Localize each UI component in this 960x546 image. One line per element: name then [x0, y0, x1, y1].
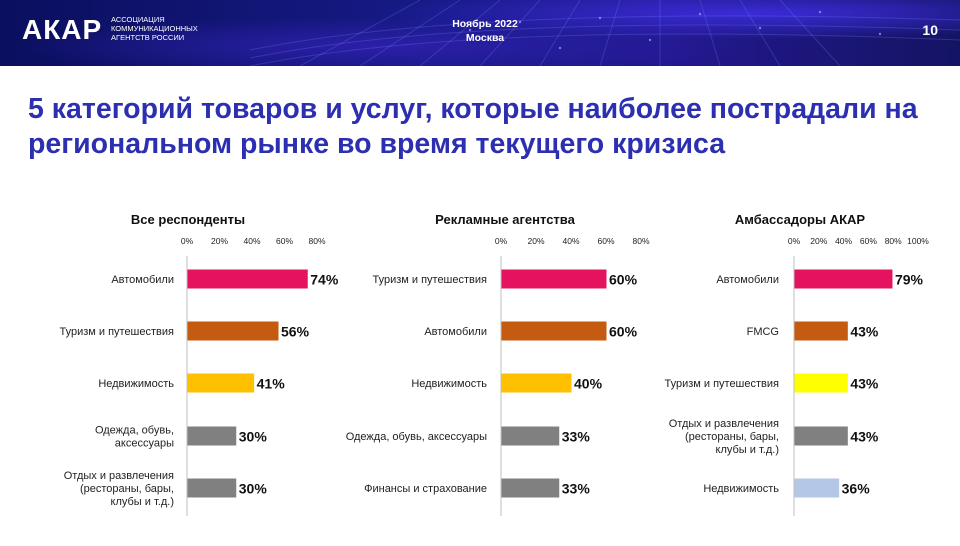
- x-tick-label: 100%: [907, 236, 929, 246]
- category-label-line: Отдых и развлечения: [64, 470, 174, 482]
- bar: [187, 426, 237, 446]
- category-label-line: FMCG: [747, 326, 779, 338]
- category-label: Автомобили: [716, 274, 779, 286]
- data-label: 74%: [310, 272, 339, 288]
- category-label: Туризм и путешествия: [59, 326, 174, 338]
- category-label: Одежда, обувь, аксессуары: [95, 425, 174, 450]
- category-label-line: Туризм и путешествия: [59, 326, 174, 338]
- category-label: Отдых и развлечения (рестораны, бары, клуб…: [669, 418, 779, 456]
- data-label: 30%: [239, 481, 268, 497]
- category-label-line: (рестораны, бары,: [685, 431, 779, 443]
- x-tick-label: 40%: [835, 236, 852, 246]
- bar: [794, 269, 893, 289]
- akar-logo[interactable]: АКАР: [22, 14, 103, 45]
- x-tick-label: 40%: [562, 236, 579, 246]
- header-date-block: Ноябрь 2022 Москва: [430, 17, 540, 45]
- category-label-line: аксессуары: [115, 438, 174, 450]
- x-tick-label: 80%: [632, 236, 649, 246]
- data-label: 43%: [850, 324, 879, 340]
- x-tick-label: 20%: [527, 236, 544, 246]
- category-label: Автомобили: [111, 274, 174, 286]
- bar: [501, 321, 607, 341]
- bar: [187, 373, 255, 393]
- category-label-line: Одежда, обувь, аксессуары: [346, 431, 487, 443]
- chart-title-ambassadors: Амбассадоры АКАР: [734, 212, 866, 227]
- category-label-line: Туризм и путешествия: [372, 274, 487, 286]
- category-label-line: клубы и т.д.): [111, 496, 174, 508]
- category-label-line: (рестораны, бары,: [80, 483, 174, 495]
- bar: [794, 321, 848, 341]
- category-label: Одежда, обувь, аксессуары: [346, 431, 487, 443]
- category-label: Финансы и страхование: [364, 483, 487, 495]
- data-label: 60%: [609, 272, 638, 288]
- data-label: 43%: [850, 376, 879, 392]
- category-label-line: Отдых и развлечения: [669, 418, 779, 430]
- page-number: 10: [922, 22, 938, 38]
- data-label: 43%: [850, 429, 879, 445]
- data-label: 36%: [842, 481, 871, 497]
- category-label-line: Автомобили: [424, 326, 487, 338]
- bar: [187, 269, 308, 289]
- logo-subtitle: АССОЦИАЦИЯ КОММУНИКАЦИОННЫХ АГЕНТСТВ РОС…: [111, 15, 198, 42]
- category-label: Автомобили: [424, 326, 487, 338]
- bar: [794, 426, 848, 446]
- header-banner: АКАР АССОЦИАЦИЯ КОММУНИКАЦИОННЫХ АГЕНТСТ…: [0, 0, 960, 66]
- category-label: Недвижимость: [703, 483, 779, 495]
- data-label: 79%: [895, 272, 924, 288]
- bar: [794, 478, 840, 498]
- data-label: 56%: [281, 324, 310, 340]
- page-title: 5 категорий товаров и услуг, которые наи…: [28, 93, 918, 160]
- category-label-line: Недвижимость: [703, 483, 779, 495]
- x-tick-label: 0%: [495, 236, 508, 246]
- category-label-line: Финансы и страхование: [364, 483, 487, 495]
- category-label-line: Туризм и путешествия: [664, 378, 779, 390]
- category-label: Отдых и развлечения (рестораны, бары, клуб…: [64, 470, 174, 508]
- header-city: Москва: [465, 32, 505, 44]
- bar: [187, 478, 237, 498]
- category-label: Туризм и путешествия: [664, 378, 779, 390]
- category-label: Недвижимость: [98, 378, 174, 390]
- data-label: 33%: [562, 481, 591, 497]
- category-label-line: клубы и т.д.): [716, 444, 779, 456]
- data-label: 33%: [562, 429, 591, 445]
- x-tick-label: 60%: [860, 236, 877, 246]
- x-tick-label: 20%: [810, 236, 827, 246]
- bar: [501, 269, 607, 289]
- category-label: Туризм и путешествия: [372, 274, 487, 286]
- data-label: 30%: [239, 429, 268, 445]
- x-tick-label: 60%: [597, 236, 614, 246]
- bar: [187, 321, 279, 341]
- x-tick-label: 20%: [211, 236, 228, 246]
- bar: [501, 478, 560, 498]
- header-date: Ноябрь 2022: [452, 18, 518, 30]
- category-label-line: Недвижимость: [411, 378, 487, 390]
- bar: [794, 373, 848, 393]
- category-label: Недвижимость: [411, 378, 487, 390]
- category-label-line: Недвижимость: [98, 378, 174, 390]
- bar: [501, 373, 572, 393]
- data-label: 60%: [609, 324, 638, 340]
- x-tick-label: 80%: [308, 236, 325, 246]
- x-tick-label: 80%: [885, 236, 902, 246]
- chart-title-agencies: Рекламные агентства: [435, 212, 575, 227]
- x-tick-label: 0%: [788, 236, 801, 246]
- category-label-line: Автомобили: [111, 274, 174, 286]
- chart-title-all: Все респонденты: [130, 212, 246, 227]
- data-label: 41%: [257, 376, 286, 392]
- category-label: FMCG: [747, 326, 779, 338]
- data-label: 40%: [574, 376, 603, 392]
- x-tick-label: 40%: [243, 236, 260, 246]
- bar: [501, 426, 560, 446]
- x-tick-label: 0%: [181, 236, 194, 246]
- category-label-line: Одежда, обувь,: [95, 425, 174, 437]
- x-tick-label: 60%: [276, 236, 293, 246]
- category-label-line: Автомобили: [716, 274, 779, 286]
- header-grid-decoration: [249, 0, 960, 66]
